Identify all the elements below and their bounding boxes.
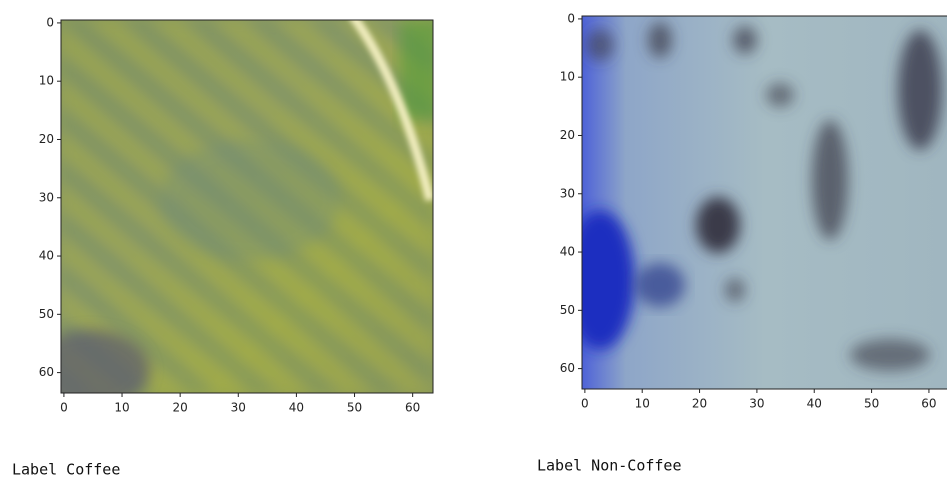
x-tick-label: 20 — [692, 397, 707, 411]
x-tick-label: 30 — [749, 397, 764, 411]
axes-frame — [60, 19, 434, 394]
caption: Label Coffee — [12, 461, 120, 479]
y-tick-label: 10 — [39, 74, 54, 88]
x-tick-label: 40 — [807, 397, 822, 411]
y-tick-label: 0 — [46, 15, 54, 29]
caption: Label Non-Coffee — [537, 457, 682, 475]
y-tick-label: 50 — [39, 307, 54, 321]
y-tick-label: 60 — [39, 365, 54, 379]
x-tick-label: 60 — [405, 401, 420, 415]
x-tick-label: 0 — [60, 401, 68, 415]
x-tick-label: 0 — [581, 397, 589, 411]
x-tick-label: 40 — [289, 401, 304, 415]
y-tick-label: 40 — [39, 249, 54, 263]
axes-frame — [581, 15, 947, 390]
y-tick-label: 0 — [567, 11, 575, 25]
y-tick-label: 30 — [39, 190, 54, 204]
x-tick-label: 50 — [864, 397, 879, 411]
y-tick-label: 50 — [560, 303, 575, 317]
y-tick-label: 30 — [560, 186, 575, 200]
image-non-coffee — [582, 16, 947, 389]
x-tick-label: 30 — [231, 401, 246, 415]
x-tick-label: 20 — [173, 401, 188, 415]
x-tick-label: 50 — [347, 401, 362, 415]
y-tick-label: 20 — [39, 132, 54, 146]
y-tick-label: 40 — [560, 245, 575, 259]
x-tick-label: 60 — [921, 397, 936, 411]
image-coffee — [61, 20, 433, 393]
y-tick-label: 10 — [560, 70, 575, 84]
y-tick-label: 20 — [560, 128, 575, 142]
x-tick-label: 10 — [635, 397, 650, 411]
y-tick-label: 60 — [560, 361, 575, 375]
x-tick-label: 10 — [114, 401, 129, 415]
